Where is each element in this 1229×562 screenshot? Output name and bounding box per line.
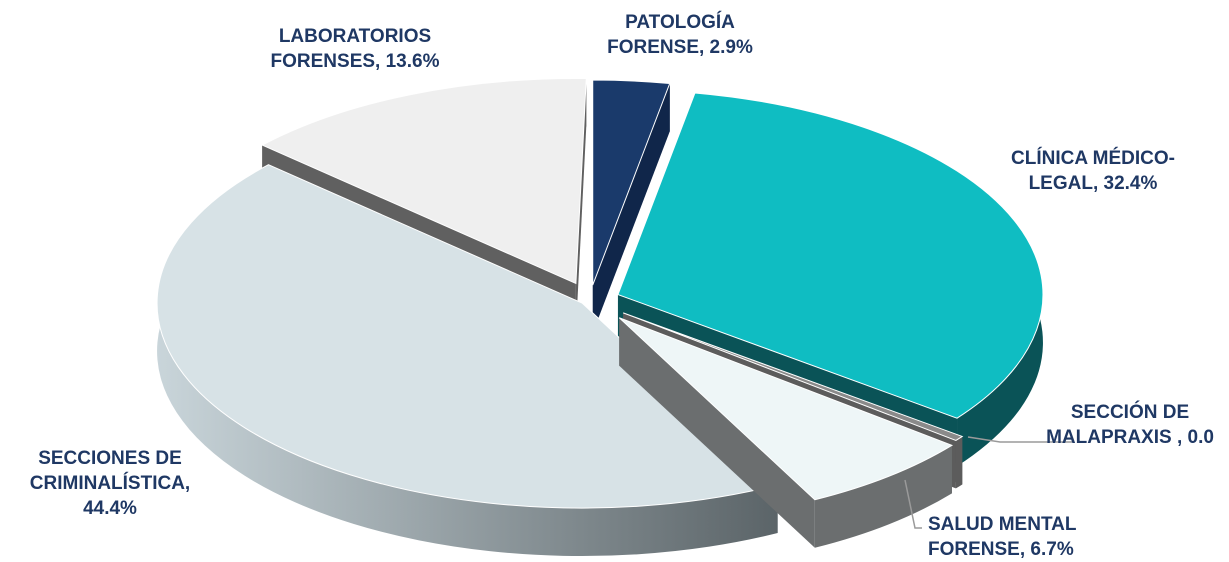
label-patologia-line2: FORENSE, 2.9% [607, 37, 753, 58]
pie-slice-criminalistica-top [156, 164, 779, 509]
label-criminalistica-line1: SECCIONES DE [38, 448, 182, 469]
label-salud-mental: SALUD MENTAL FORENSE, 6.7% [928, 512, 1128, 562]
pie-slices [156, 77, 1044, 557]
pie-slice-malapraxis-side [955, 436, 963, 489]
label-laboratorios-line2: FORENSES, 13.6% [270, 51, 440, 72]
pie-slice-clinica-top [617, 92, 1044, 419]
label-criminalistica-line2: CRIMINALÍSTICA, [29, 473, 191, 494]
pie-slice-salud-mental-wall-1 [619, 317, 815, 548]
pie-slice-laboratorios-wall-1 [575, 78, 587, 332]
pie-slice-patologia-top [592, 79, 671, 286]
label-laboratorios-line1: LABORATORIOS [278, 26, 432, 47]
pie-slice-patologia-wall-1 [592, 83, 670, 334]
label-salud-mental-line2: FORENSE, 6.7% [928, 539, 1074, 560]
pie-slice-malapraxis-top [623, 312, 964, 441]
label-clinica-line2: LEGAL, 32.4% [1028, 173, 1158, 194]
label-malapraxis: SECCIÓN DE MALAPRAXIS , 0.0 [1040, 400, 1220, 450]
label-malapraxis-line1: SECCIÓN DE [1070, 402, 1190, 423]
leader-line-salud-mental [904, 479, 922, 529]
pie-slice-salud-mental-top [618, 317, 954, 501]
label-laboratorios: LABORATORIOS FORENSES, 13.6% [240, 24, 470, 74]
label-criminalistica-line3: 44.4% [83, 498, 137, 519]
leader-line-malapraxis [967, 436, 1072, 443]
pie-slice-laboratorios-top [261, 77, 587, 285]
label-clinica: CLÍNICA MÉDICO- LEGAL, 32.4% [978, 146, 1208, 196]
pie-slice-salud-mental-side [814, 445, 952, 548]
label-patologia-line1: PATOLOGÍA [625, 12, 735, 33]
label-malapraxis-line2: MALAPRAXIS , 0.0 [1046, 427, 1214, 448]
leader-lines [904, 436, 1072, 529]
pie-slice-salud-mental [618, 317, 954, 548]
label-salud-mental-line1: SALUD MENTAL [928, 514, 1077, 535]
label-clinica-line1: CLÍNICA MÉDICO- [1011, 148, 1175, 169]
label-criminalistica: SECCIONES DE CRIMINALÍSTICA, 44.4% [0, 446, 220, 521]
pie-slice-patologia [592, 79, 671, 334]
label-patologia: PATOLOGÍA FORENSE, 2.9% [600, 10, 760, 60]
